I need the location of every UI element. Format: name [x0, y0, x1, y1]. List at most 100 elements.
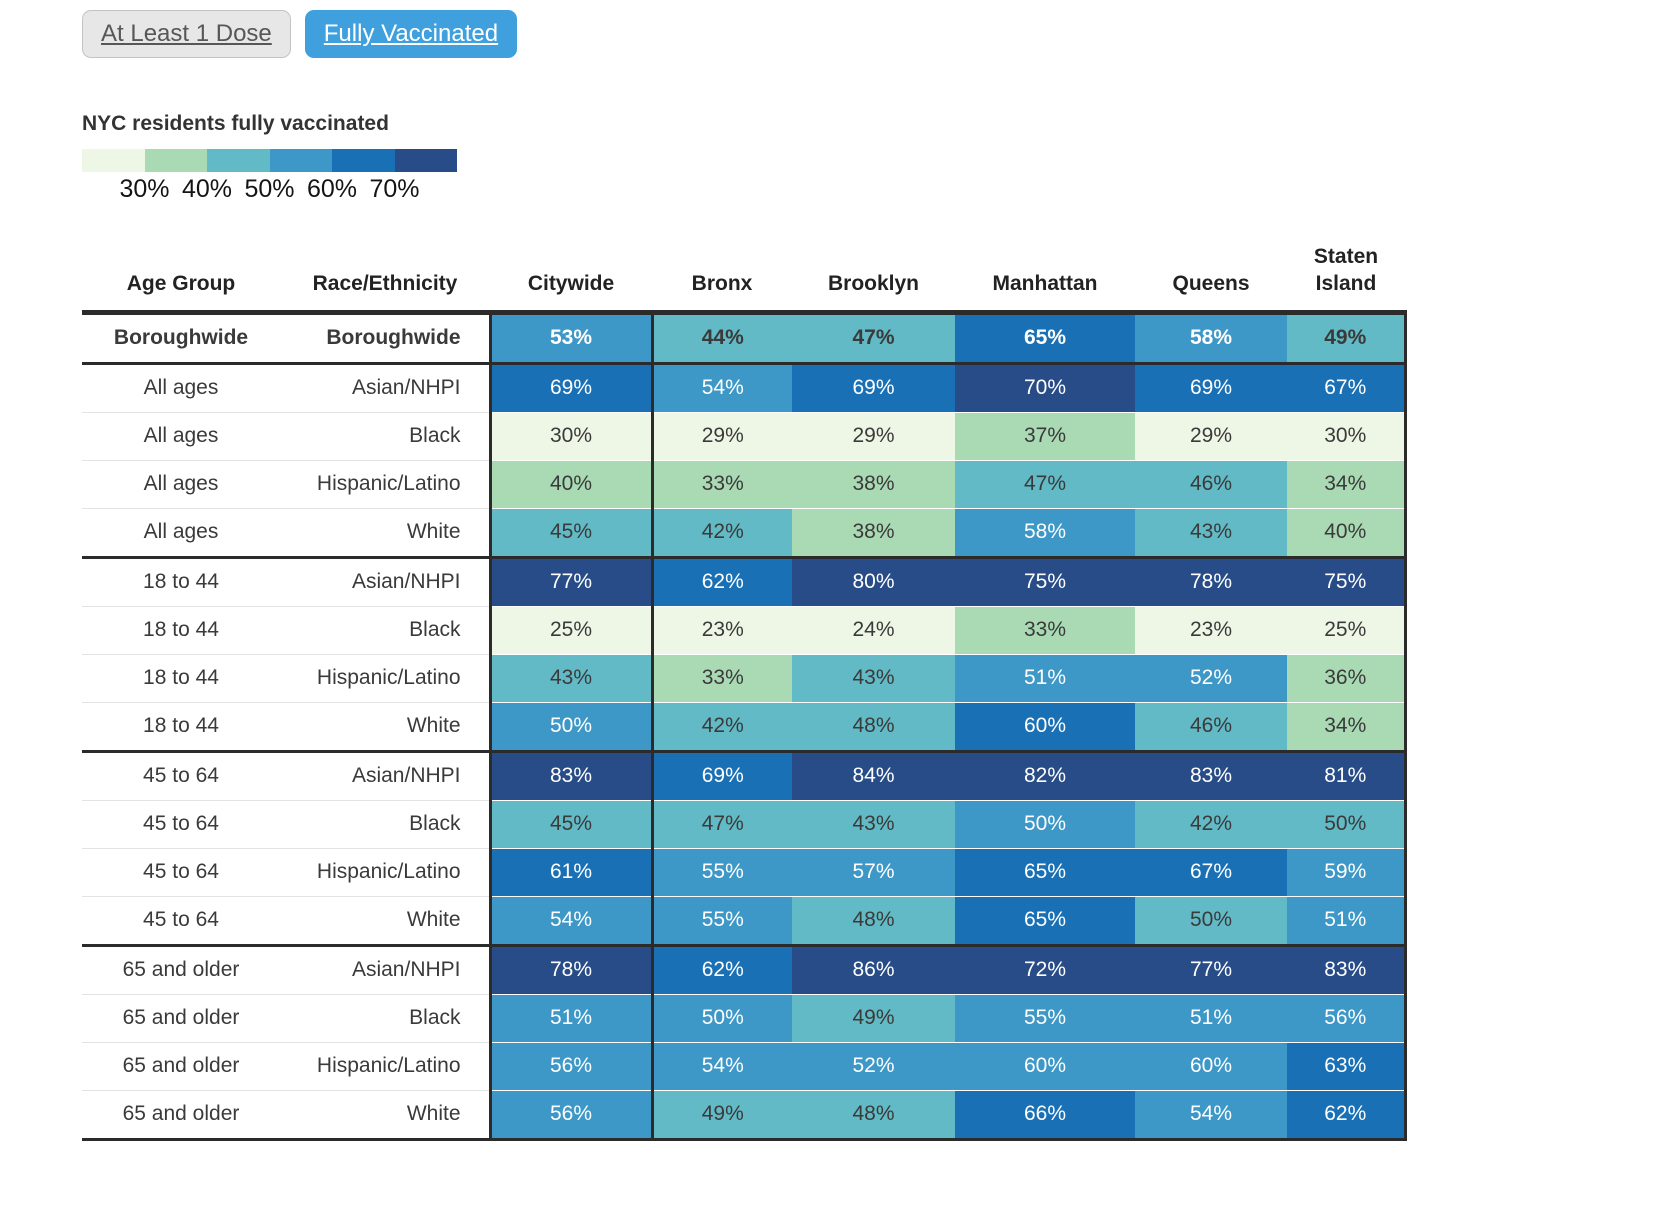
- race-ethnicity-cell: Hispanic/Latino: [280, 847, 490, 897]
- value-cell-brooklyn: 47%: [792, 312, 955, 364]
- value-cell-bronx: 42%: [652, 701, 792, 752]
- value-cell-queens: 46%: [1135, 701, 1287, 752]
- race-ethnicity-cell: Black: [280, 605, 490, 655]
- race-ethnicity-cell: Asian/NHPI: [280, 943, 490, 995]
- value-cell-queens: 67%: [1135, 847, 1287, 897]
- column-header-brooklyn: Brooklyn: [792, 243, 955, 315]
- value-cell-citywide: 77%: [488, 555, 654, 607]
- value-cell-queens: 42%: [1135, 799, 1287, 849]
- value-cell-bronx: 62%: [652, 943, 792, 995]
- age-group-cell: 65 and older: [82, 1041, 280, 1091]
- race-ethnicity-cell: Hispanic/Latino: [280, 653, 490, 703]
- legend-swatch: [269, 149, 332, 172]
- legend-swatch: [394, 149, 457, 172]
- value-cell-staten-island: 51%: [1287, 895, 1407, 946]
- column-header-age-group: Age Group: [82, 243, 280, 315]
- table-row: 18 to 44 White 50% 42% 48% 60% 46% 34%: [82, 701, 1407, 752]
- race-ethnicity-cell: Hispanic/Latino: [280, 459, 490, 509]
- value-cell-manhattan: 65%: [955, 312, 1135, 364]
- value-cell-citywide: 50%: [488, 701, 654, 752]
- value-cell-queens: 77%: [1135, 943, 1287, 995]
- age-group-cell: 18 to 44: [82, 605, 280, 655]
- race-ethnicity-cell: White: [280, 1089, 490, 1141]
- race-ethnicity-cell: White: [280, 895, 490, 946]
- value-cell-manhattan: 65%: [955, 847, 1135, 897]
- race-ethnicity-cell: Asian/NHPI: [280, 361, 490, 413]
- race-ethnicity-cell: White: [280, 507, 490, 558]
- value-cell-manhattan: 37%: [955, 411, 1135, 461]
- value-cell-citywide: 45%: [488, 507, 654, 558]
- value-cell-staten-island: 62%: [1287, 1089, 1407, 1141]
- value-cell-manhattan: 65%: [955, 895, 1135, 946]
- legend: NYC residents fully vaccinated 30% 40% 50%…: [82, 112, 1658, 207]
- value-cell-staten-island: 30%: [1287, 411, 1407, 461]
- column-header-race-ethnicity: Race/Ethnicity: [280, 243, 490, 315]
- value-cell-manhattan: 58%: [955, 507, 1135, 558]
- value-cell-brooklyn: 86%: [792, 943, 955, 995]
- race-ethnicity-cell: Boroughwide: [326, 326, 461, 350]
- legend-color-scale: [82, 149, 1658, 172]
- value-cell-bronx: 42%: [652, 507, 792, 558]
- age-group-cell: All ages: [82, 459, 280, 509]
- race-ethnicity-cell: Hispanic/Latino: [280, 1041, 490, 1091]
- value-cell-manhattan: 33%: [955, 605, 1135, 655]
- value-cell-queens: 50%: [1135, 895, 1287, 946]
- column-header-manhattan: Manhattan: [955, 243, 1135, 315]
- age-group-cell: 65 and older: [82, 943, 280, 995]
- value-cell-brooklyn: 84%: [792, 749, 955, 801]
- table-row: 45 to 64 Asian/NHPI 83% 69% 84% 82% 83% 81%: [82, 749, 1407, 801]
- value-cell-queens: 52%: [1135, 653, 1287, 703]
- value-cell-citywide: 45%: [488, 799, 654, 849]
- table-row: 18 to 44 Black 25% 23% 24% 33% 23% 25%: [82, 605, 1407, 655]
- value-cell-manhattan: 66%: [955, 1089, 1135, 1141]
- value-cell-queens: 46%: [1135, 459, 1287, 509]
- legend-tick-label: 70%: [369, 175, 420, 203]
- fully-vaccinated-button[interactable]: Fully Vaccinated: [304, 10, 518, 58]
- table-row: 45 to 64 Hispanic/Latino 61% 55% 57% 65% 67% 59…: [82, 847, 1407, 897]
- value-cell-bronx: 69%: [652, 749, 792, 801]
- value-cell-bronx: 33%: [652, 653, 792, 703]
- value-cell-citywide: 43%: [488, 653, 654, 703]
- age-group-cell: 18 to 44: [82, 701, 280, 752]
- value-cell-brooklyn: 57%: [792, 847, 955, 897]
- value-cell-citywide: 61%: [488, 847, 654, 897]
- value-cell-citywide: 25%: [488, 605, 654, 655]
- table-row: 65 and older Asian/NHPI 78% 62% 86% 72% 77% 83%: [82, 943, 1407, 995]
- legend-tick-labels: 30% 40% 50% 60% 70%: [82, 173, 1658, 207]
- value-cell-bronx: 29%: [652, 411, 792, 461]
- age-group-cell: 65 and older: [82, 993, 280, 1043]
- value-cell-staten-island: 67%: [1287, 361, 1407, 413]
- value-cell-staten-island: 49%: [1287, 312, 1407, 364]
- value-cell-manhattan: 55%: [955, 993, 1135, 1043]
- value-cell-staten-island: 56%: [1287, 993, 1407, 1043]
- race-ethnicity-cell: Black: [280, 799, 490, 849]
- legend-tick-label: 50%: [244, 175, 295, 203]
- value-cell-citywide: 30%: [488, 411, 654, 461]
- value-cell-manhattan: 82%: [955, 749, 1135, 801]
- age-group-cell: 65 and older: [82, 1089, 280, 1141]
- column-header-citywide: Citywide: [490, 243, 652, 315]
- table-row: All ages Black 30% 29% 29% 37% 29% 30%: [82, 411, 1407, 461]
- value-cell-staten-island: 75%: [1287, 555, 1407, 607]
- at-least-1-dose-button[interactable]: At Least 1 Dose: [82, 10, 291, 58]
- value-cell-brooklyn: 43%: [792, 799, 955, 849]
- table-row: Boroughwide Boroughwide 53% 44% 47% 65% 58% 49%: [82, 312, 1407, 364]
- legend-tick-label: 60%: [306, 175, 358, 203]
- race-ethnicity-cell: Asian/NHPI: [280, 555, 490, 607]
- value-cell-bronx: 62%: [652, 555, 792, 607]
- column-header-staten-island: Staten Island: [1287, 243, 1405, 315]
- table-row: All ages Asian/NHPI 69% 54% 69% 70% 69% 67%: [82, 361, 1407, 413]
- value-cell-brooklyn: 49%: [792, 993, 955, 1043]
- value-cell-manhattan: 75%: [955, 555, 1135, 607]
- age-group-cell: All ages: [82, 507, 280, 558]
- age-group-cell: 45 to 64: [82, 749, 280, 801]
- value-cell-bronx: 55%: [652, 895, 792, 946]
- age-group-cell: 45 to 64: [82, 847, 280, 897]
- race-ethnicity-cell: White: [280, 701, 490, 752]
- table-row: 18 to 44 Asian/NHPI 77% 62% 80% 75% 78% 75%: [82, 555, 1407, 607]
- age-group-cell: All ages: [82, 411, 280, 461]
- value-cell-staten-island: 34%: [1287, 701, 1407, 752]
- table-row: All ages White 45% 42% 38% 58% 43% 40%: [82, 507, 1407, 558]
- age-group-cell: 45 to 64: [82, 895, 280, 946]
- value-cell-citywide: 78%: [488, 943, 654, 995]
